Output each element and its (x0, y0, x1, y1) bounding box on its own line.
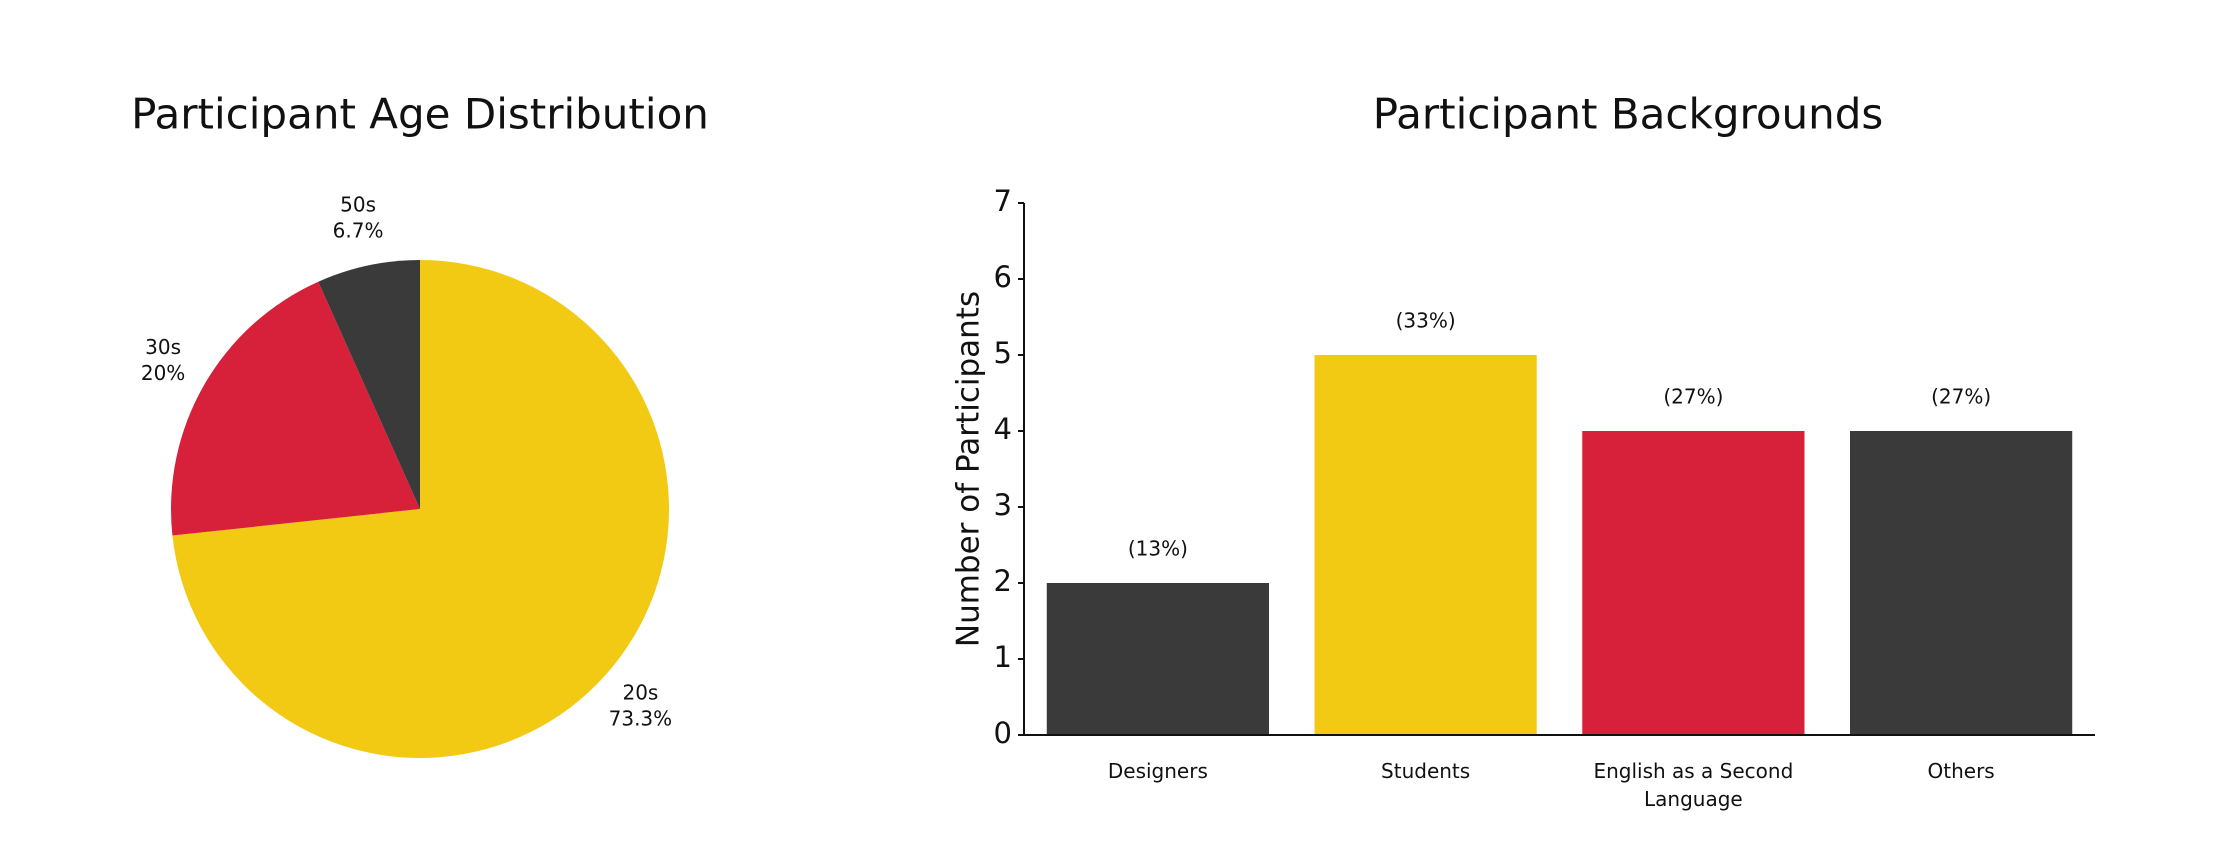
bar (1314, 355, 1537, 735)
slice-value-label: 20% (141, 361, 185, 385)
bar (1046, 583, 1269, 735)
y-tick-label: 0 (994, 716, 1012, 750)
x-tick-label: Designers (1107, 759, 1208, 783)
pie-slice (172, 260, 669, 758)
y-axis-label: Number of Participants (951, 291, 987, 647)
y-tick-label: 7 (994, 184, 1012, 218)
y-tick-label: 6 (994, 260, 1012, 294)
chart-title: Participant Backgrounds (1373, 90, 1884, 139)
y-tick-label: 4 (994, 412, 1012, 446)
pie-slice (170, 281, 420, 536)
y-tick-label: 2 (994, 564, 1012, 598)
bar (1582, 431, 1805, 735)
pie-slice (318, 260, 420, 509)
x-tick-label: English as a Second Language (1593, 759, 1794, 811)
x-tick-label: Others (1927, 759, 1995, 783)
bar-value-label: (27%) (1931, 385, 1991, 409)
x-tick-label: Students (1381, 759, 1471, 783)
bar-value-label: (33%) (1396, 309, 1456, 333)
chart-title: Participant Age Distribution (131, 90, 709, 139)
slice-label: 30s (145, 335, 181, 359)
bar-value-label: (13%) (1128, 537, 1188, 561)
slice-value-label: 6.7% (333, 219, 384, 243)
y-tick-label: 3 (994, 488, 1012, 522)
slice-label: 50s (340, 193, 376, 217)
bar (1850, 431, 2073, 735)
y-tick-label: 5 (994, 336, 1012, 370)
y-tick-label: 1 (994, 640, 1012, 674)
bar-value-label: (27%) (1663, 385, 1723, 409)
slice-label: 20s (622, 681, 658, 705)
slice-value-label: 73.3% (609, 707, 673, 731)
